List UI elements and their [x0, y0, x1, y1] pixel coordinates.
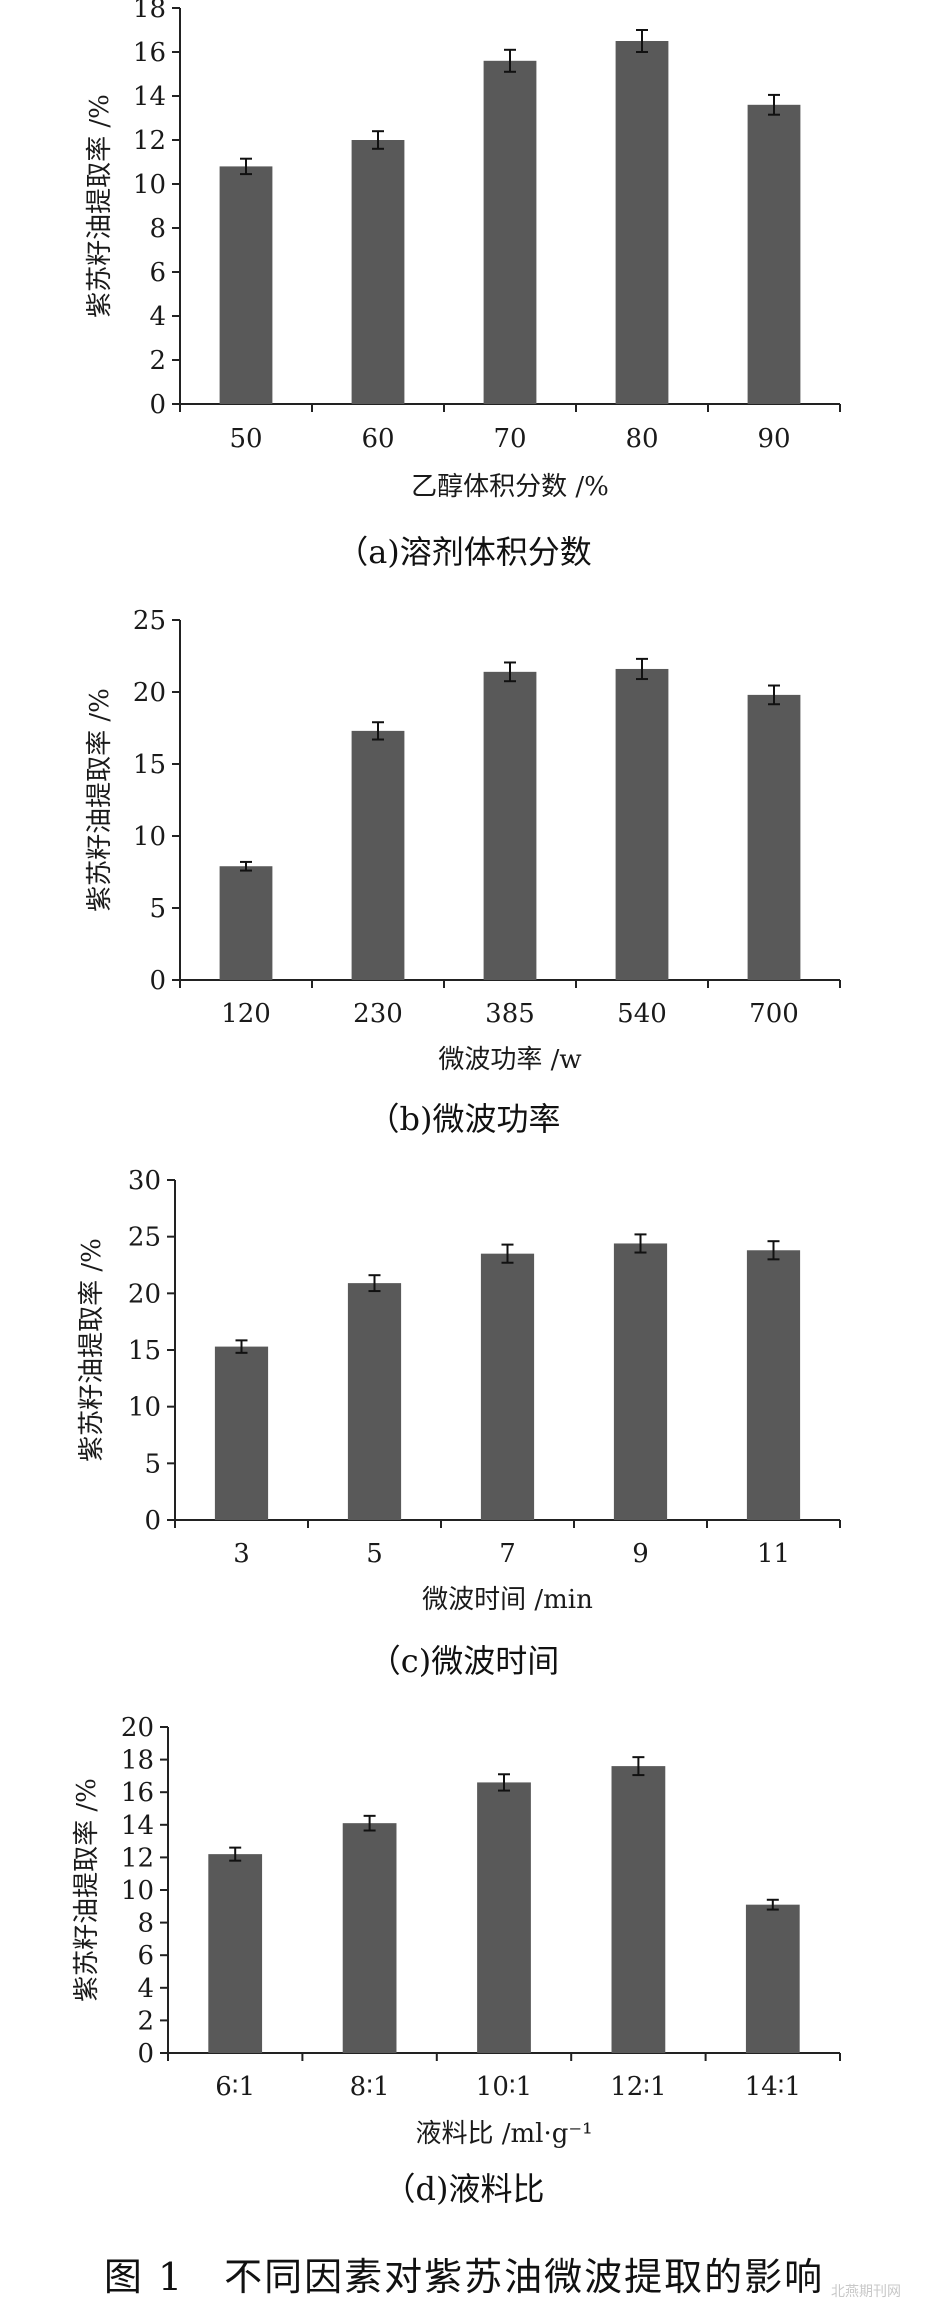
y-tick-label: 10	[133, 822, 166, 852]
chart-panel-a: 0 2 4 6 8 10 12 14 16 18 50 60 70 80 90 乙醇体积分数 /% 紫苏籽油提取…	[85, 0, 841, 571]
x-category-label: 385	[485, 999, 535, 1029]
y-axis-title: 紫苏籽油提取率 /%	[72, 1778, 102, 2002]
x-category-label: 3	[233, 1539, 250, 1569]
y-tick-label: 25	[128, 1223, 161, 1253]
bar	[745, 1904, 800, 2053]
y-axis-title: 紫苏籽油提取率 /%	[85, 688, 115, 912]
bar	[480, 1253, 535, 1520]
chart-panel-b: 0 5 10 15 20 25 120 230 385 540 700 微波功率 /w 紫苏籽油提取率 …	[85, 606, 841, 1138]
x-category-label: 11	[757, 1539, 790, 1569]
x-category-label: 7	[499, 1539, 516, 1569]
y-tick-label: 12	[121, 1843, 154, 1873]
bar	[615, 668, 669, 980]
bar	[746, 1250, 801, 1520]
x-category-label: 14∶1	[745, 2072, 801, 2102]
bar	[483, 671, 537, 980]
x-category-label: 9	[632, 1539, 649, 1569]
bar	[342, 1823, 397, 2053]
bar	[483, 60, 537, 405]
x-category-label: 540	[617, 999, 667, 1029]
bar	[219, 866, 273, 980]
y-tick-label: 18	[133, 0, 166, 24]
x-category-label: 230	[353, 999, 403, 1029]
y-tick-label: 18	[121, 1746, 154, 1776]
y-tick-label: 0	[149, 966, 166, 996]
figure-caption: 图 1 不同因素对紫苏油微波提取的影响	[104, 2255, 824, 2299]
bar	[219, 166, 273, 404]
y-tick-label: 0	[149, 390, 166, 420]
y-tick-label: 14	[133, 82, 166, 112]
y-tick-label: 10	[128, 1393, 161, 1423]
y-tick-label: 4	[137, 1974, 154, 2004]
y-tick-label: 2	[137, 2006, 154, 2036]
watermark-text: 北燕期刊网	[831, 2284, 901, 2300]
bar	[613, 1243, 668, 1520]
y-tick-label: 25	[133, 606, 166, 636]
x-category-label: 50	[229, 424, 262, 454]
x-category-label: 8∶1	[350, 2072, 390, 2102]
y-tick-label: 0	[137, 2039, 154, 2069]
y-tick-label: 5	[149, 894, 166, 924]
x-category-label: 10∶1	[476, 2072, 532, 2102]
y-tick-label: 4	[149, 302, 166, 332]
y-axis-title: 紫苏籽油提取率 /%	[85, 94, 115, 318]
bar	[208, 1854, 263, 2053]
x-category-label: 90	[757, 424, 790, 454]
y-tick-label: 2	[149, 346, 166, 376]
x-category-label: 80	[625, 424, 658, 454]
y-tick-label: 8	[149, 214, 166, 244]
y-tick-label: 8	[137, 1909, 154, 1939]
y-tick-label: 20	[128, 1279, 161, 1309]
y-tick-label: 12	[133, 126, 166, 156]
panel-caption-c: （c)微波时间	[369, 1642, 559, 1680]
x-category-label: 6∶1	[215, 2072, 255, 2102]
y-tick-label: 20	[121, 1713, 154, 1743]
y-tick-label: 6	[137, 1941, 154, 1971]
x-axis-title: 微波时间 /min	[422, 1585, 593, 1615]
x-category-label: 5	[366, 1539, 383, 1569]
y-tick-label: 6	[149, 258, 166, 288]
y-tick-label: 16	[133, 38, 166, 68]
x-axis-title: 乙醇体积分数 /%	[411, 472, 609, 502]
panel-caption-a: （a)溶剂体积分数	[336, 533, 592, 571]
y-tick-label: 20	[133, 678, 166, 708]
y-tick-label: 16	[121, 1778, 154, 1808]
bar	[477, 1782, 531, 2053]
y-tick-label: 0	[144, 1506, 161, 1536]
x-axis-title: 液料比 /ml·g⁻¹	[415, 2119, 592, 2149]
x-category-label: 700	[749, 999, 799, 1029]
x-category-label: 12∶1	[610, 2072, 666, 2102]
bar	[747, 694, 801, 980]
x-axis-title: 微波功率 /w	[438, 1045, 581, 1075]
x-category-label: 120	[221, 999, 271, 1029]
bar	[615, 41, 669, 404]
bar	[214, 1346, 269, 1520]
bar	[747, 104, 801, 405]
panel-caption-b: （b)微波功率	[368, 1100, 561, 1138]
x-category-label: 70	[493, 424, 526, 454]
bar	[611, 1766, 666, 2053]
y-tick-label: 14	[121, 1811, 154, 1841]
y-tick-label: 15	[133, 750, 166, 780]
bar	[351, 730, 405, 980]
bar	[347, 1283, 402, 1520]
panel-caption-d: （d)液料比	[384, 2170, 545, 2208]
x-category-label: 60	[361, 424, 394, 454]
y-tick-label: 5	[144, 1449, 161, 1479]
y-tick-label: 10	[121, 1876, 154, 1906]
y-tick-label: 30	[128, 1166, 161, 1196]
bar	[351, 140, 405, 404]
y-tick-label: 10	[133, 170, 166, 200]
y-axis-title: 紫苏籽油提取率 /%	[77, 1238, 107, 1462]
y-tick-label: 15	[128, 1336, 161, 1366]
